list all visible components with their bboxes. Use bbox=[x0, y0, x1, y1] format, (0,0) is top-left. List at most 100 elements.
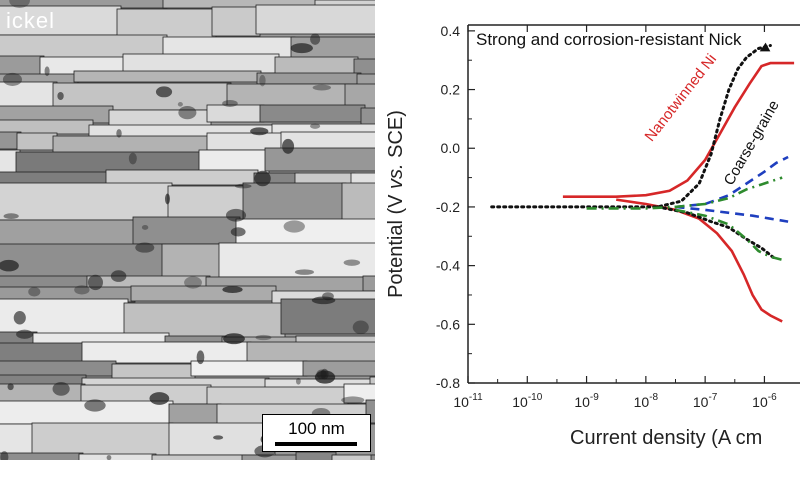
grain-band bbox=[341, 182, 375, 221]
series-1-cathodic-line bbox=[656, 205, 778, 262]
grain-band bbox=[206, 104, 265, 123]
y-tick-label: -0.6 bbox=[436, 316, 460, 332]
grain-band bbox=[0, 55, 45, 76]
grain-band bbox=[211, 6, 261, 37]
grain-band bbox=[206, 386, 349, 407]
series-2-cathodic-line bbox=[675, 205, 789, 223]
defect-spot bbox=[343, 259, 361, 266]
defect-spot bbox=[44, 66, 50, 77]
defect-spot bbox=[52, 381, 70, 396]
defect-spot bbox=[310, 123, 321, 129]
defect-spot bbox=[234, 183, 252, 189]
defect-spot bbox=[84, 399, 106, 412]
defect-spot bbox=[184, 276, 202, 289]
series-label-nanotwinned: Nanotwinned Ni bbox=[642, 51, 721, 145]
grain-band bbox=[264, 147, 375, 172]
defect-spot bbox=[341, 396, 365, 404]
defect-spot bbox=[135, 242, 155, 253]
grain-band bbox=[356, 73, 375, 86]
grain-band bbox=[78, 453, 157, 460]
defect-spot bbox=[7, 383, 14, 391]
defect-spot bbox=[290, 43, 313, 54]
chart-title: Strong and corrosion-resistant Nick bbox=[476, 30, 742, 49]
defect-spot bbox=[74, 285, 90, 295]
grain-band bbox=[0, 360, 117, 377]
defect-spot bbox=[311, 296, 336, 305]
defect-spot bbox=[222, 286, 243, 294]
grain-band bbox=[246, 341, 375, 364]
defect-spot bbox=[87, 274, 103, 291]
defect-spot bbox=[149, 392, 170, 405]
defect-spot bbox=[2, 72, 23, 86]
grain-band bbox=[0, 219, 138, 248]
grain-band bbox=[151, 454, 247, 460]
grain-band bbox=[0, 182, 173, 221]
grain-band bbox=[116, 8, 217, 39]
grain-band bbox=[130, 285, 277, 302]
defect-spot bbox=[9, 0, 30, 8]
scale-bar-line bbox=[275, 442, 357, 446]
x-tick-label: 10-7 bbox=[693, 392, 718, 410]
grain-band bbox=[235, 218, 375, 247]
defect-spot bbox=[250, 127, 269, 136]
defect-spot bbox=[0, 259, 19, 272]
y-tick-label: -0.2 bbox=[436, 199, 460, 215]
grain-band bbox=[73, 70, 262, 83]
x-tick-label: 10-10 bbox=[512, 392, 542, 410]
grain-band bbox=[360, 107, 375, 126]
y-tick-label: -0.8 bbox=[436, 375, 460, 391]
grain-band bbox=[0, 5, 122, 36]
grain-band bbox=[343, 383, 375, 404]
scale-bar-label: 100 nm bbox=[288, 419, 345, 438]
defect-spot bbox=[294, 269, 314, 275]
grain-band bbox=[255, 4, 375, 35]
defect-spot bbox=[223, 333, 245, 345]
series-label-coarse: Coarse-graine bbox=[721, 98, 783, 189]
defect-spot bbox=[177, 102, 183, 107]
defect-spot bbox=[310, 33, 321, 45]
grain-band bbox=[161, 243, 224, 279]
grain-band bbox=[132, 216, 241, 245]
y-axis-title: Potential (V vs. SCE) bbox=[385, 110, 407, 298]
defect-spot bbox=[259, 74, 266, 87]
grain-band bbox=[295, 451, 337, 460]
grain-band bbox=[122, 53, 280, 74]
y-tick-label: 0.4 bbox=[441, 23, 461, 39]
series-3-anodic-line bbox=[586, 176, 783, 210]
defect-spot bbox=[116, 129, 122, 138]
defect-spot bbox=[254, 170, 271, 187]
grain-band bbox=[190, 360, 308, 377]
defect-spot bbox=[295, 377, 301, 385]
grain-band bbox=[365, 399, 375, 424]
y-tick-label: -0.4 bbox=[436, 258, 460, 274]
defect-spot bbox=[312, 84, 332, 91]
grain-band bbox=[31, 422, 174, 456]
defect-spot bbox=[178, 105, 197, 120]
defect-spot bbox=[128, 152, 137, 165]
grain-band bbox=[206, 132, 286, 151]
x-tick-label: 10-11 bbox=[453, 392, 483, 410]
defect-spot bbox=[0, 451, 9, 460]
grain-band bbox=[52, 82, 232, 111]
defect-spot bbox=[28, 286, 41, 297]
defect-spot bbox=[196, 350, 205, 365]
defect-spot bbox=[57, 92, 64, 101]
defect-spot bbox=[16, 329, 34, 339]
grain-band bbox=[302, 360, 375, 377]
defect-spot bbox=[110, 270, 127, 282]
grain-band bbox=[52, 135, 212, 154]
grain-band bbox=[16, 132, 58, 151]
series-3-cathodic-line bbox=[675, 208, 783, 262]
defect-spot bbox=[255, 334, 272, 341]
grain-band bbox=[280, 298, 375, 335]
grain-band bbox=[81, 341, 252, 364]
polarization-chart: 10-11 10-10 10-9 10-8 10-7 10-6 0.4 0.2 0.0 -0.2 -… bbox=[380, 0, 800, 480]
defect-spot bbox=[282, 138, 295, 154]
grain-band bbox=[198, 149, 270, 174]
defect-spot bbox=[352, 320, 369, 335]
defect-spot bbox=[155, 86, 173, 98]
x-tick-label: 10-9 bbox=[574, 392, 599, 410]
grain-band bbox=[362, 275, 375, 292]
defect-spot bbox=[320, 368, 329, 380]
grain-band bbox=[259, 104, 366, 123]
